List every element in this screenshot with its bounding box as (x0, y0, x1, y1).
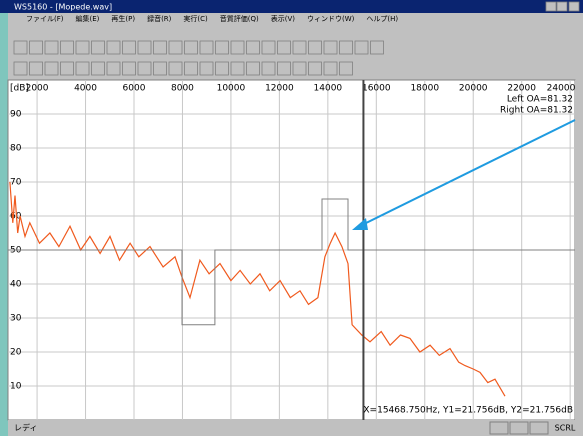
menu-item[interactable]: ウィンドウ(W) (307, 15, 355, 23)
x-tick-label: 24000 (547, 84, 576, 94)
menu-item[interactable]: 録音(R) (147, 14, 172, 23)
tool-button[interactable] (184, 61, 198, 76)
series-line (9, 181, 506, 397)
annotation: Right OA=81.32 (500, 106, 573, 116)
tool-button[interactable] (44, 61, 59, 76)
tool-button[interactable] (29, 61, 43, 76)
annotation: Left OA=81.32 (507, 95, 573, 105)
toolbars (13, 40, 384, 76)
tool-button[interactable] (29, 40, 43, 55)
tool-button[interactable] (106, 40, 121, 55)
x-tick-label: 4000 (74, 84, 97, 94)
tool-button[interactable] (91, 61, 105, 76)
tool-button[interactable] (246, 40, 260, 55)
y-tick-label: 90 (10, 110, 22, 120)
tool-button[interactable] (44, 40, 59, 55)
tool-button[interactable] (199, 40, 214, 55)
tool-button[interactable] (137, 61, 152, 76)
menu-item[interactable]: 再生(P) (111, 14, 135, 23)
tool-button[interactable] (153, 61, 167, 76)
menu-item[interactable]: 音質評価(Q) (220, 14, 259, 23)
maximize-button[interactable] (556, 1, 568, 12)
tool-button[interactable] (106, 61, 121, 76)
x-tick-label: 12000 (265, 84, 294, 94)
y-axis-label: [dB] (10, 84, 29, 94)
minimize-button[interactable] (545, 1, 557, 12)
x-tick-label: 20000 (459, 84, 488, 94)
tool-button[interactable] (60, 61, 74, 76)
tool-button[interactable] (75, 61, 90, 76)
tool-button[interactable] (215, 61, 229, 76)
menu-item[interactable]: 編集(E) (76, 14, 100, 23)
menu-bar: ファイル(F) 編集(E) 再生(P) 録音(R) 実行(C) 音質評価(Q) 表示(V) ウ… (26, 14, 398, 23)
tool-button[interactable] (230, 40, 245, 55)
tool-button[interactable] (308, 61, 322, 76)
status-scroll: SCRL (555, 424, 576, 433)
tool-button[interactable] (230, 61, 245, 76)
cursor-readout: X=15468.750Hz, Y1=21.756dB, Y2=21.756dB (363, 406, 573, 416)
y-tick-label: 30 (10, 314, 22, 324)
tool-button[interactable] (246, 61, 260, 76)
tool-button[interactable] (13, 61, 28, 76)
x-tick-label: 8000 (171, 84, 194, 94)
status-pane (509, 421, 529, 435)
menu-item[interactable]: ファイル(F) (26, 15, 64, 23)
annotation-arrow (359, 119, 576, 227)
tool-button[interactable] (168, 40, 183, 55)
menu-item[interactable]: 表示(V) (271, 14, 296, 23)
tool-button[interactable] (184, 40, 198, 55)
y-tick-label: 20 (10, 348, 22, 358)
y-tick-label: 70 (10, 178, 22, 188)
tool-button[interactable] (339, 40, 353, 55)
title-bar (0, 0, 583, 13)
x-tick-label: 22000 (507, 84, 536, 94)
arrow-head (352, 218, 368, 230)
tool-button[interactable] (75, 40, 90, 55)
status-pane (529, 421, 549, 435)
tool-button[interactable] (323, 61, 338, 76)
y-tick-label: 60 (10, 212, 22, 222)
tool-button[interactable] (261, 40, 276, 55)
close-button[interactable] (568, 1, 580, 12)
tool-button[interactable] (199, 61, 214, 76)
tool-button[interactable] (323, 40, 338, 55)
x-tick-label: 16000 (362, 84, 391, 94)
x-tick-label: 14000 (314, 84, 343, 94)
tool-button[interactable] (277, 61, 291, 76)
tool-button[interactable] (354, 40, 369, 55)
tool-button[interactable] (308, 40, 322, 55)
x-tick-label: 10000 (217, 84, 246, 94)
tool-button[interactable] (277, 40, 291, 55)
tool-button[interactable] (168, 61, 183, 76)
tool-button[interactable] (261, 61, 276, 76)
right-border (575, 80, 583, 420)
series-line (8, 198, 575, 326)
status-pane (489, 421, 509, 435)
y-tick-label: 80 (10, 144, 22, 154)
spectrum-plot: 2000 4000 6000 8000 10000 12000 14000 16000 1800… (8, 80, 576, 420)
tool-button[interactable] (122, 40, 136, 55)
tool-button[interactable] (215, 40, 229, 55)
menu-item[interactable]: 実行(C) (183, 14, 208, 23)
tool-button[interactable] (91, 40, 105, 55)
menu-item[interactable]: ヘルプ(H) (366, 15, 398, 23)
tool-button[interactable] (60, 40, 74, 55)
tool-button[interactable] (122, 61, 136, 76)
tool-button[interactable] (292, 40, 307, 55)
x-tick-label: 18000 (410, 84, 439, 94)
tool-button[interactable] (292, 61, 307, 76)
y-tick-label: 10 (10, 382, 22, 392)
tool-button[interactable] (370, 40, 384, 55)
x-tick-label: 2000 (26, 84, 49, 94)
status-bar (8, 420, 583, 436)
status-text: レディ (14, 423, 37, 433)
x-tick-label: 6000 (123, 84, 146, 94)
tool-button[interactable] (13, 40, 28, 55)
tool-button[interactable] (137, 40, 152, 55)
tool-button[interactable] (153, 40, 167, 55)
tool-button[interactable] (339, 61, 353, 76)
window-title: WS5160 - [Mopede.wav] (14, 3, 112, 12)
y-tick-label: 40 (10, 280, 22, 290)
